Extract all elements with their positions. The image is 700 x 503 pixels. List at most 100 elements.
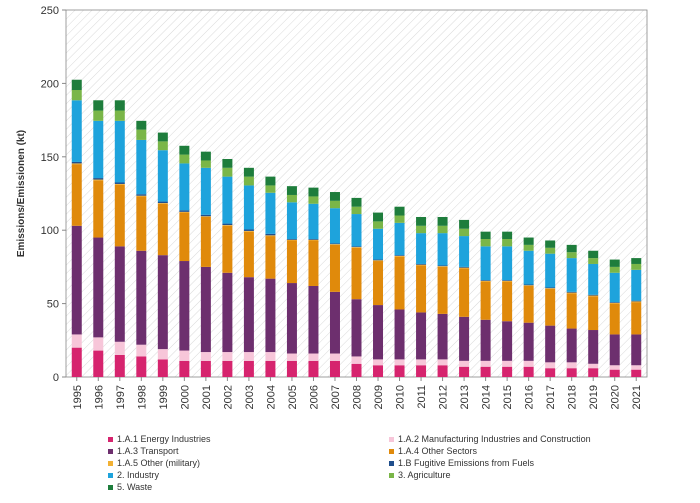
bar-segment xyxy=(373,212,384,222)
bar-segment xyxy=(329,243,340,245)
legend-swatch xyxy=(108,448,113,454)
x-tick-label: 2004 xyxy=(265,385,277,409)
bar-segment xyxy=(566,252,577,259)
bar-segment xyxy=(179,212,190,262)
x-tick-label: 2006 xyxy=(308,385,320,409)
bar-segment xyxy=(588,263,599,295)
legend-swatch xyxy=(389,460,394,466)
x-tick-label: 2007 xyxy=(330,385,342,409)
legend-item: 1.A.3 Transport xyxy=(108,446,179,456)
bar-segment xyxy=(329,192,340,201)
bar-segment xyxy=(179,360,190,377)
bar-segment xyxy=(286,194,297,203)
bar-segment xyxy=(502,281,513,322)
bar-segment xyxy=(222,167,233,177)
bar-segment xyxy=(114,341,125,355)
legend-swatch xyxy=(389,472,394,478)
bar-segment xyxy=(71,164,82,226)
legend-swatch xyxy=(108,484,113,490)
bar-segment xyxy=(114,184,125,247)
x-tick-label: 2021 xyxy=(631,385,643,409)
x-tick-label: 2010 xyxy=(395,385,407,409)
x-tick-label: 2005 xyxy=(287,385,299,409)
bar-segment xyxy=(609,302,620,304)
bar-segment xyxy=(71,100,82,162)
x-tick-label: 2008 xyxy=(352,385,364,409)
bar-segment xyxy=(265,233,276,236)
bar-segment xyxy=(179,163,190,211)
bar-segment xyxy=(480,231,491,240)
bar-segment xyxy=(480,319,491,361)
bar-segment xyxy=(416,264,427,266)
bar-segment xyxy=(502,246,513,281)
bar-segment xyxy=(71,163,82,165)
bar-segment xyxy=(459,366,470,377)
x-tick-label: 2000 xyxy=(179,385,191,409)
bar-segment xyxy=(523,285,534,286)
bar-segment xyxy=(157,349,168,360)
bar-segment xyxy=(93,337,104,351)
legend-swatch xyxy=(108,460,113,466)
bar-segment xyxy=(265,278,276,353)
bar-segment xyxy=(480,360,491,367)
bar-segment xyxy=(200,216,211,217)
bar-segment xyxy=(179,261,190,351)
bar-segment xyxy=(351,247,362,300)
x-tick-label: 2003 xyxy=(244,385,256,409)
bar-segment xyxy=(329,244,340,292)
legend-item: 1.A.2 Manufacturing Industries and Const… xyxy=(389,434,591,444)
bar-segment xyxy=(480,239,491,247)
bar-segment xyxy=(329,360,340,377)
bar-segment xyxy=(459,316,470,361)
bar-segment xyxy=(437,216,448,226)
bar-segment xyxy=(523,322,534,361)
bar-segment xyxy=(265,185,276,193)
bar-segment xyxy=(114,246,125,342)
legend-item: 1.A.4 Other Sectors xyxy=(389,446,477,456)
bar-segment xyxy=(114,354,125,377)
bar-segment xyxy=(588,294,599,296)
bar-segment xyxy=(265,360,276,377)
x-tick-label: 2013 xyxy=(459,385,471,409)
bar-segment xyxy=(373,365,384,377)
bar-segment xyxy=(243,229,254,231)
bar-segment xyxy=(416,263,427,265)
bar-segment xyxy=(502,360,513,367)
bar-segment xyxy=(93,237,104,338)
bar-segment xyxy=(545,240,556,248)
bar-segment xyxy=(71,90,82,101)
y-tick-label: 150 xyxy=(41,152,59,164)
bar-segment xyxy=(222,159,233,168)
bar-segment xyxy=(200,167,211,215)
bar-segment xyxy=(631,269,642,301)
x-tick-label: 2011 xyxy=(416,385,428,409)
legend-label: 1.A.3 Transport xyxy=(117,446,179,456)
x-tick-label: 2009 xyxy=(373,385,385,409)
bar-segment xyxy=(609,266,620,273)
bar-segment xyxy=(200,266,211,353)
bar-segment xyxy=(437,359,448,366)
bar-segment xyxy=(179,211,190,213)
emissions-chart: 0 50 100 150 200 250 1995 1996 1997 1998 1999 2000… xyxy=(16,5,648,409)
bar-segment xyxy=(373,259,384,261)
bar-segment xyxy=(308,353,319,361)
legend-label: 1.A.4 Other Sectors xyxy=(398,446,478,456)
bar-segment xyxy=(437,265,448,267)
bar-segment xyxy=(416,359,427,366)
bar-segment xyxy=(114,110,125,121)
bar-segment xyxy=(588,258,599,264)
bar-segment xyxy=(265,192,276,234)
bar-segment xyxy=(437,266,448,267)
bar-segment xyxy=(502,280,513,281)
bar-segment xyxy=(437,225,448,234)
bar-segment xyxy=(93,178,104,180)
x-tick-label: 1997 xyxy=(115,385,127,409)
bar-series xyxy=(71,79,642,377)
bar-segment xyxy=(308,187,319,197)
legend-item: 1.B Fugitive Emissions from Fuels xyxy=(389,458,534,468)
bar-segment xyxy=(459,228,470,237)
bar-segment xyxy=(243,230,254,232)
bar-segment xyxy=(523,285,534,323)
x-tick-label: 2020 xyxy=(610,385,622,409)
bar-segment xyxy=(243,185,254,230)
